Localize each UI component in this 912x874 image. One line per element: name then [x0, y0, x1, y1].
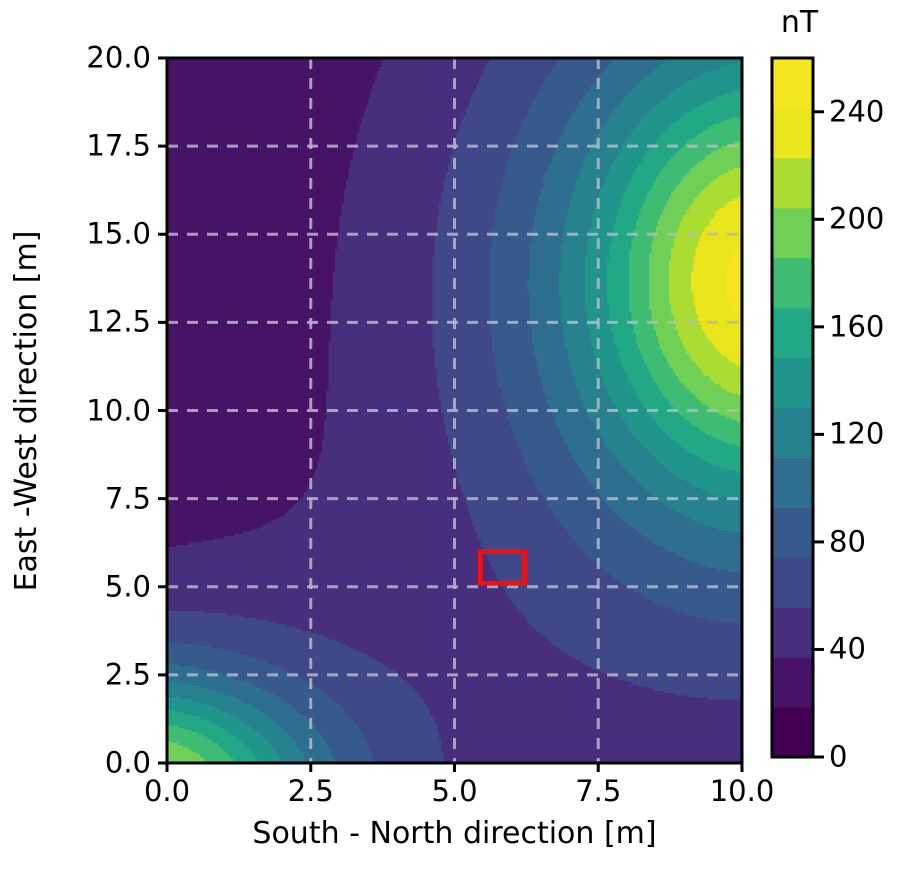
gridlines	[167, 58, 742, 763]
y-tick-label: 17.5	[86, 128, 151, 163]
colorbar-tick-label: 0	[829, 739, 848, 774]
x-tick-label: 10.0	[709, 774, 775, 808]
x-tick-label: 7.5	[575, 774, 622, 808]
colorbar-tick-label: 200	[829, 201, 885, 236]
colorbar-title: nT	[780, 5, 819, 40]
x-axis-title: South - North direction [m]	[252, 816, 657, 851]
y-tick-label: 12.5	[86, 304, 151, 339]
target-box	[477, 549, 528, 586]
colorbar-frame	[770, 56, 815, 759]
y-axis-title: East -West direction [m]	[9, 230, 44, 591]
x-tick-label: 2.5	[287, 774, 334, 808]
colorbar-tick-label: 240	[829, 94, 885, 129]
annotation-layer	[477, 549, 528, 586]
colorbar-tick-label: 40	[829, 631, 866, 666]
y-tick-label: 20.0	[86, 40, 151, 75]
colorbar	[772, 58, 813, 758]
colorbar-tick-label: 80	[829, 524, 866, 559]
y-tick-label: 2.5	[104, 657, 151, 692]
y-tick-label: 0.0	[104, 745, 151, 780]
y-tick-label: 15.0	[86, 216, 151, 251]
y-tick-label: 10.0	[86, 393, 151, 427]
x-tick-label: 0.0	[143, 774, 191, 808]
y-tick-label: 5.0	[104, 569, 151, 604]
tick-marks	[158, 56, 744, 772]
colorbar-tick-marks	[813, 110, 824, 759]
y-tick-label: 7.5	[104, 481, 151, 516]
x-tick-label: 5.0	[431, 774, 478, 808]
colorbar-tick-label: 160	[829, 309, 885, 344]
colorbar-tick-label: 120	[829, 416, 885, 451]
